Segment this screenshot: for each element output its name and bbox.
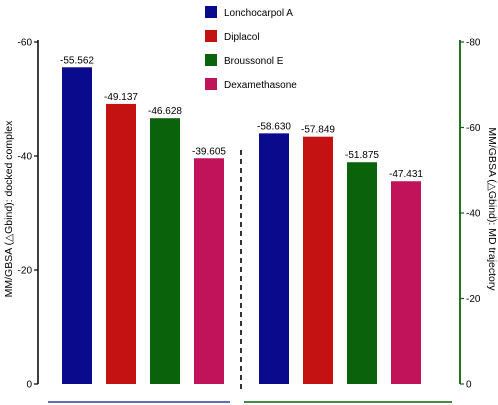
legend-swatch [205, 54, 217, 66]
right-tick-label: -80 [466, 38, 481, 49]
data-label: -55.562 [60, 55, 94, 66]
data-label: -46.628 [148, 106, 182, 117]
left-tick-label: -60 [18, 38, 33, 49]
data-labels: -55.562 -49.137 -46.628 -39.605 -58.630 -57.8… [60, 55, 423, 180]
right-tick-label: -60 [466, 123, 481, 134]
bar [303, 136, 333, 384]
left-tick-label: 0 [26, 380, 32, 391]
data-label: -57.849 [301, 125, 335, 136]
bars [62, 67, 421, 384]
legend-swatch [205, 30, 217, 42]
bar [259, 133, 289, 384]
left-axis: 0 -20 -40 -60 MM/GBSA (△Gbind): docked compl… [3, 38, 230, 403]
legend-swatch [205, 6, 217, 18]
left-tick-label: -20 [18, 266, 33, 277]
legend-label: Broussonol E [224, 56, 284, 67]
data-label: -47.431 [389, 169, 423, 180]
bar [106, 103, 136, 384]
legend: Lonchocarpol A Diplacol Broussonol E Dexame… [205, 6, 297, 91]
right-axis-title: MM/GBSA (△Gbind): MD trajectory [486, 127, 498, 291]
left-axis-title: MM/GBSA (△Gbind): docked complex [3, 120, 15, 297]
right-tick-label: -40 [466, 209, 481, 220]
right-tick-label: 0 [466, 380, 472, 391]
data-label: -51.875 [345, 150, 379, 161]
bar [347, 162, 377, 384]
legend-label: Dexamethasone [224, 80, 297, 91]
legend-label: Diplacol [224, 32, 260, 43]
left-tick-label: -40 [18, 152, 33, 163]
legend-swatch [205, 78, 217, 90]
bar [194, 158, 224, 384]
data-label: -49.137 [104, 92, 138, 103]
bar [150, 118, 180, 384]
bar [62, 67, 92, 384]
data-label: -58.630 [257, 121, 291, 132]
right-axis: 0 -20 -40 -60 -80 MM/GBSA (△Gbind): MD trajec… [244, 38, 498, 403]
bar [391, 181, 421, 384]
data-label: -39.605 [192, 146, 226, 157]
legend-label: Lonchocarpol A [224, 8, 293, 19]
right-tick-label: -20 [466, 294, 481, 305]
